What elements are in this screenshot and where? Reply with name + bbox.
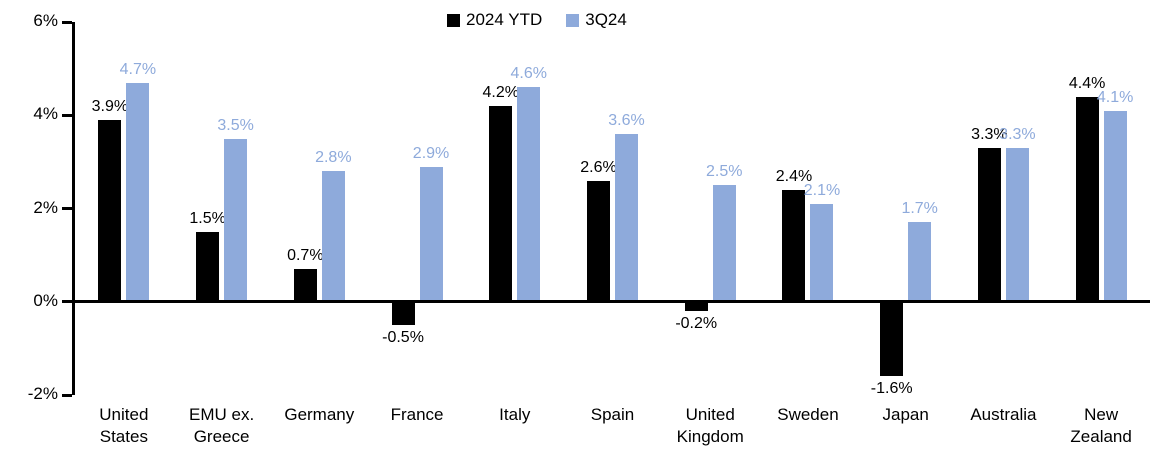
legend-item-2024-ytd: 2024 YTD [447,10,542,30]
value-label-2024-ytd-united-states: 3.9% [91,97,129,115]
y-tick-label-1: 4% [33,104,58,124]
bar-2024-ytd-japan [880,301,904,377]
value-label-3q24-sweden: 2.1% [803,181,841,199]
y-axis-tick-3 [62,300,72,304]
bar-3q24-united-states [126,82,150,302]
bar-2024-ytd-germany [293,269,317,302]
bar-3q24-spain [615,133,638,302]
category-label-line: Germany [284,405,355,424]
bar-2024-ytd-united-states [98,119,122,302]
value-label-3q24-united-kingdom: 2.5% [705,163,743,181]
bar-2024-ytd-spain [587,180,610,302]
category-label-sweden: Sweden [760,404,856,426]
value-label-2024-ytd-emu-ex-greece: 1.5% [189,209,226,227]
category-label-france: France [369,404,465,426]
value-label-2024-ytd-germany: 0.7% [287,247,324,265]
bar-3q24-australia [1005,147,1029,302]
bar-3q24-italy [517,87,541,302]
bar-3q24-sweden [810,203,834,302]
category-label-line: Italy [499,405,531,424]
legend-swatch-2024-ytd [447,13,460,27]
category-label-line: Sweden [777,405,839,424]
category-label-line: United [99,405,149,424]
value-label-3q24-spain: 3.6% [608,111,645,129]
bar-3q24-japan [908,222,932,302]
bar-2024-ytd-sweden [782,189,806,302]
value-label-3q24-new-zealand: 4.1% [1096,88,1134,106]
category-label-line: New [1084,405,1119,424]
legend-swatch-3q24 [566,13,580,27]
chart-legend: 2024 YTD 3Q24 [447,7,627,33]
category-label-line: EMU ex. [188,405,255,424]
category-label-italy: Italy [467,404,563,426]
value-label-3q24-france: 2.9% [412,144,450,162]
category-label-new-zealand: New Zealand [1053,404,1149,448]
y-axis-line [72,22,75,395]
bar-3q24-united-kingdom [712,185,736,302]
bar-3q24-france [419,166,443,302]
legend-label-2024-ytd: 2024 YTD [466,10,543,29]
bar-2024-ytd-australia [977,147,1001,302]
bar-2024-ytd-united-kingdom [684,301,708,312]
value-label-2024-ytd-sweden: 2.4% [775,167,813,185]
category-label-line: Australia [970,405,1037,424]
value-label-2024-ytd-new-zealand: 4.4% [1068,74,1106,92]
category-label-line: Zealand [1070,427,1132,446]
category-label-japan: Japan [858,404,954,426]
value-label-2024-ytd-australia: 3.3% [971,125,1008,143]
value-label-2024-ytd-france: -0.5% [382,329,424,347]
y-axis-tick-0 [62,20,72,24]
category-label-united-states: United States [76,404,172,448]
value-label-2024-ytd-spain: 2.6% [580,158,617,176]
category-label-line: France [390,405,444,424]
value-label-3q24-emu-ex-greece: 3.5% [217,116,254,134]
category-label-united-kingdom: United Kingdom [662,404,758,448]
value-label-3q24-italy: 4.6% [510,65,547,83]
y-tick-label-3: 0% [33,290,58,310]
category-label-line: Greece [193,427,250,446]
category-label-line: Japan [882,405,929,424]
value-label-3q24-united-states: 4.7% [119,60,157,78]
y-tick-label-2: 2% [33,197,58,217]
y-axis-tick-2 [62,207,72,210]
value-label-2024-ytd-japan: -1.6% [870,380,913,398]
bar-3q24-emu-ex-greece [224,138,248,302]
bar-2024-ytd-emu-ex-greece [196,231,220,302]
bar-3q24-germany [321,171,345,302]
category-label-line: States [99,427,148,446]
category-label-line: Kingdom [676,427,744,446]
legend-item-3q24: 3Q24 [566,10,627,30]
category-label-germany: Germany [271,404,367,426]
bar-2024-ytd-new-zealand [1075,96,1099,302]
x-axis-zero-line [72,300,1150,304]
y-tick-label-4: -2% [27,384,58,403]
category-label-australia: Australia [955,404,1051,426]
value-label-3q24-germany: 2.8% [315,149,352,167]
category-label-line: United [685,405,735,424]
bar-2024-ytd-italy [489,105,513,302]
value-label-2024-ytd-italy: 4.2% [482,83,519,101]
y-axis-tick-1 [62,113,72,117]
value-label-2024-ytd-united-kingdom: -0.2% [675,315,718,333]
y-axis-tick-4 [62,393,72,397]
category-label-spain: Spain [565,404,661,426]
y-tick-label-0: 6% [33,11,58,30]
category-label-line: Spain [590,405,635,424]
bar-2024-ytd-france [391,301,415,326]
bar-3q24-new-zealand [1103,110,1127,302]
category-label-emu-ex-greece: EMU ex. Greece [174,404,270,448]
legend-label-3q24: 3Q24 [585,10,627,29]
value-label-3q24-australia: 3.3% [999,125,1036,143]
value-label-3q24-japan: 1.7% [901,200,938,218]
